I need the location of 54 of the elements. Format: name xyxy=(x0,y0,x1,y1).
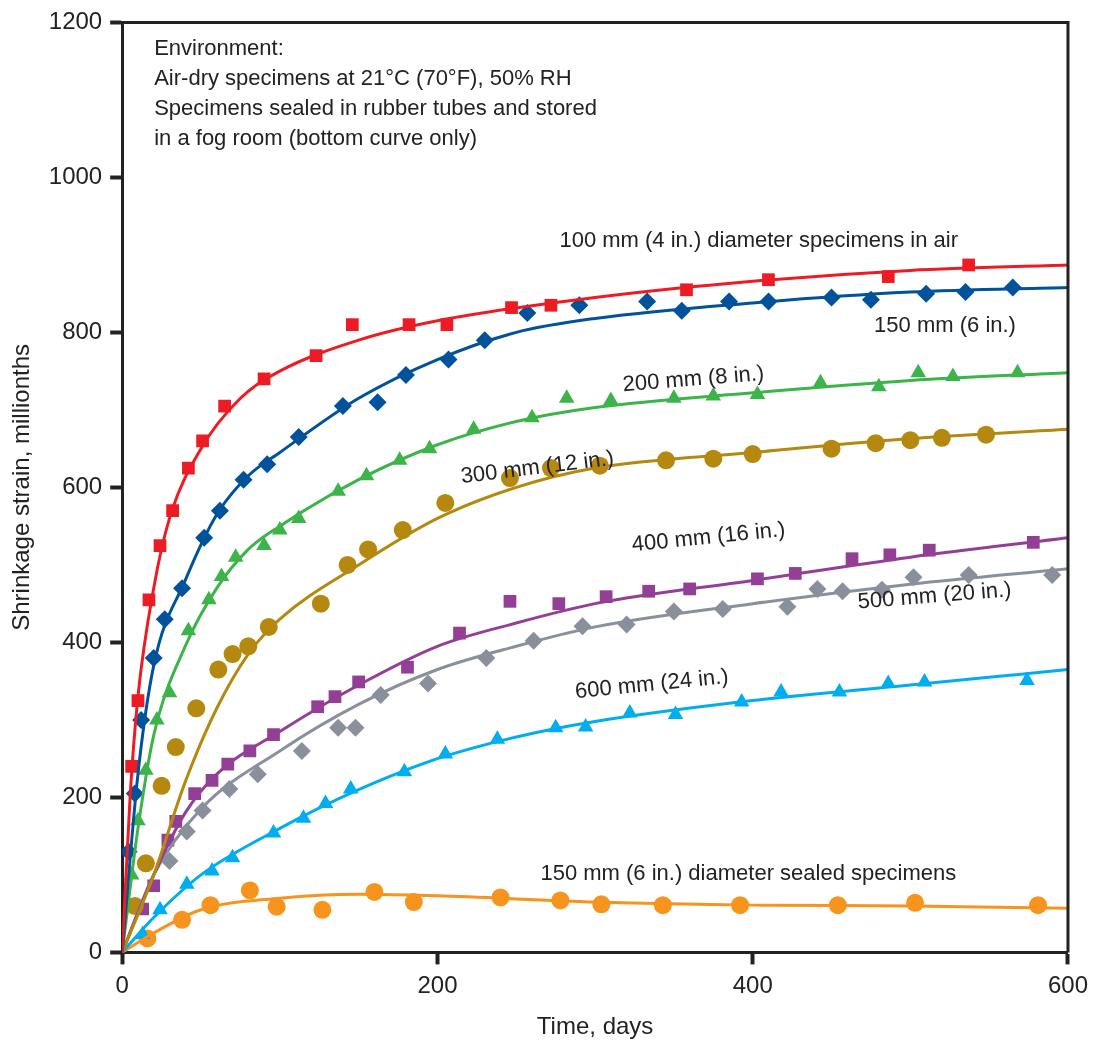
point xyxy=(209,660,228,679)
series-label: 150 mm (6 in.) diameter sealed specimens xyxy=(540,860,957,886)
point xyxy=(313,900,332,919)
point xyxy=(401,660,414,674)
x-tick-label: 0 xyxy=(115,971,129,999)
annotation: in a fog room (bottom curve only) xyxy=(154,125,477,151)
point xyxy=(329,718,348,737)
annotation: Specimens sealed in rubber tubes and stored xyxy=(154,95,597,121)
point xyxy=(368,393,387,412)
point xyxy=(160,851,179,870)
point xyxy=(267,897,286,916)
y-tick-label: 400 xyxy=(62,627,103,655)
text: 300 mm (12 in.) xyxy=(459,444,616,489)
point xyxy=(518,304,537,323)
point xyxy=(436,493,455,512)
x-tick-label: 400 xyxy=(732,971,773,999)
point xyxy=(223,645,242,664)
point xyxy=(808,579,827,598)
text: 400 mm (16 in.) xyxy=(630,516,787,557)
y-tick-label: 0 xyxy=(88,937,103,965)
point xyxy=(240,881,259,900)
point xyxy=(773,683,789,697)
point xyxy=(292,741,311,760)
y-tick-label: 600 xyxy=(62,472,103,500)
point xyxy=(419,674,437,693)
x-tick-label: 200 xyxy=(417,971,458,999)
point xyxy=(256,536,272,551)
point xyxy=(346,718,365,737)
y-tick-label: 1200 xyxy=(48,7,103,35)
point xyxy=(311,594,330,613)
series-label: 500 mm (20 in.) xyxy=(856,576,1013,614)
x-tick-label: 600 xyxy=(1047,971,1088,999)
point xyxy=(503,594,517,608)
y-tick-label: 1000 xyxy=(48,162,103,190)
text: 600 mm (24 in.) xyxy=(573,663,730,704)
point xyxy=(359,540,378,559)
point xyxy=(552,597,566,611)
point xyxy=(136,854,155,873)
annotation: Air-dry specimens at 21°C (70°F), 50% RH xyxy=(154,65,572,91)
y-tick-label: 800 xyxy=(62,317,103,345)
series-label: 100 mm (4 in.) diameter specimens in air xyxy=(559,227,958,253)
point xyxy=(345,318,359,332)
x-axis-title: Time, days xyxy=(536,1012,654,1040)
point xyxy=(152,776,171,795)
point xyxy=(638,292,657,311)
y-axis-title: Shrinkage strain, millionths xyxy=(7,344,35,631)
y-tick-label: 200 xyxy=(62,782,103,810)
annotation: Environment: xyxy=(154,35,284,61)
point xyxy=(166,738,185,757)
point xyxy=(187,699,206,718)
series-label: 150 mm (6 in.) xyxy=(874,311,1016,337)
point xyxy=(248,765,267,784)
series-label: 200 mm (8 in.) xyxy=(621,359,766,397)
point xyxy=(904,568,923,587)
